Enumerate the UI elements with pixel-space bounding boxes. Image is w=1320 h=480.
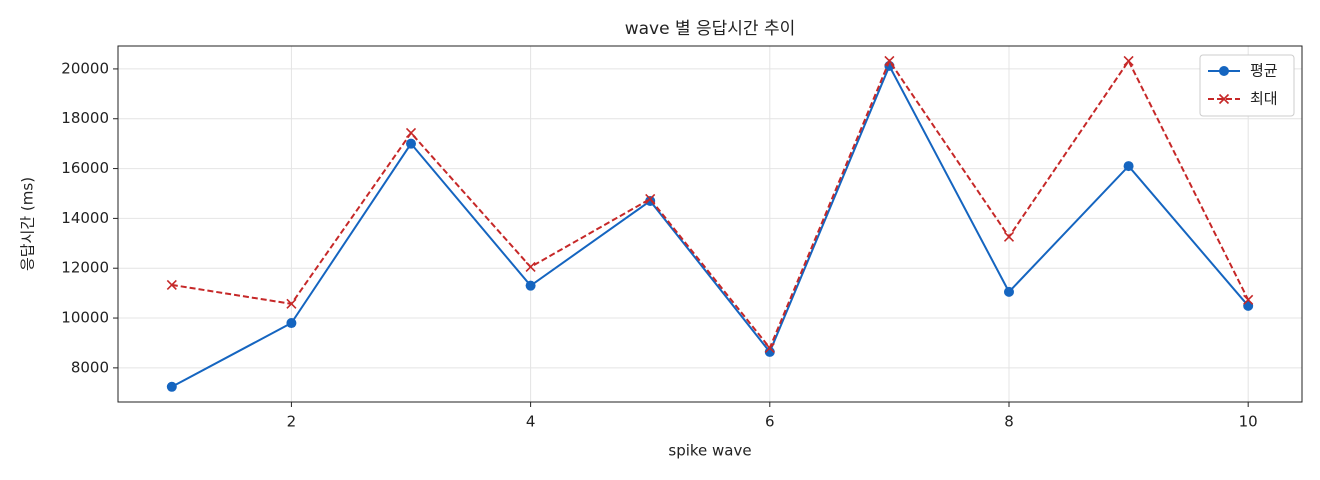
- point: [645, 193, 656, 205]
- x-tick-label: 10: [1239, 413, 1258, 431]
- x-axis-label: spike wave: [668, 442, 751, 460]
- point: [405, 127, 417, 139]
- x-tick-label: 2: [287, 413, 297, 431]
- point: [1003, 286, 1014, 297]
- x-tick-label: 6: [765, 413, 775, 431]
- point: [286, 318, 297, 329]
- y-tick-label: 20000: [61, 59, 109, 77]
- legend-marker: [1218, 93, 1230, 105]
- point: [1123, 55, 1134, 67]
- point: [1123, 161, 1134, 172]
- point: [884, 55, 895, 67]
- x-tick-label: 8: [1004, 413, 1014, 431]
- point: [525, 280, 536, 291]
- point: [525, 261, 536, 273]
- legend-label: 평균: [1250, 62, 1278, 80]
- y-tick-label: 18000: [61, 109, 109, 127]
- legend-marker: [1219, 66, 1229, 76]
- x-tick-label: 4: [526, 413, 536, 431]
- point: [1003, 231, 1015, 242]
- series-line: [171, 58, 1250, 350]
- point: [286, 298, 297, 309]
- point: [166, 381, 177, 392]
- point: [166, 279, 177, 290]
- point: [764, 342, 775, 354]
- y-tick-label: 10000: [61, 309, 109, 327]
- series-line: [171, 63, 1249, 388]
- point: [1243, 294, 1254, 305]
- y-tick-label: 14000: [61, 209, 109, 227]
- point: [406, 138, 417, 149]
- y-tick-label: 16000: [61, 159, 109, 177]
- y-tick-label: 8000: [71, 358, 109, 376]
- legend-label: 최대: [1250, 90, 1278, 108]
- y-tick-label: 12000: [61, 259, 109, 277]
- legend-box: [1199, 54, 1295, 117]
- chart-title: wave 별 응답시간 추이: [625, 19, 796, 39]
- y-axis-label: 응답시간 (ms): [19, 177, 37, 271]
- plot-frame: [117, 45, 1303, 403]
